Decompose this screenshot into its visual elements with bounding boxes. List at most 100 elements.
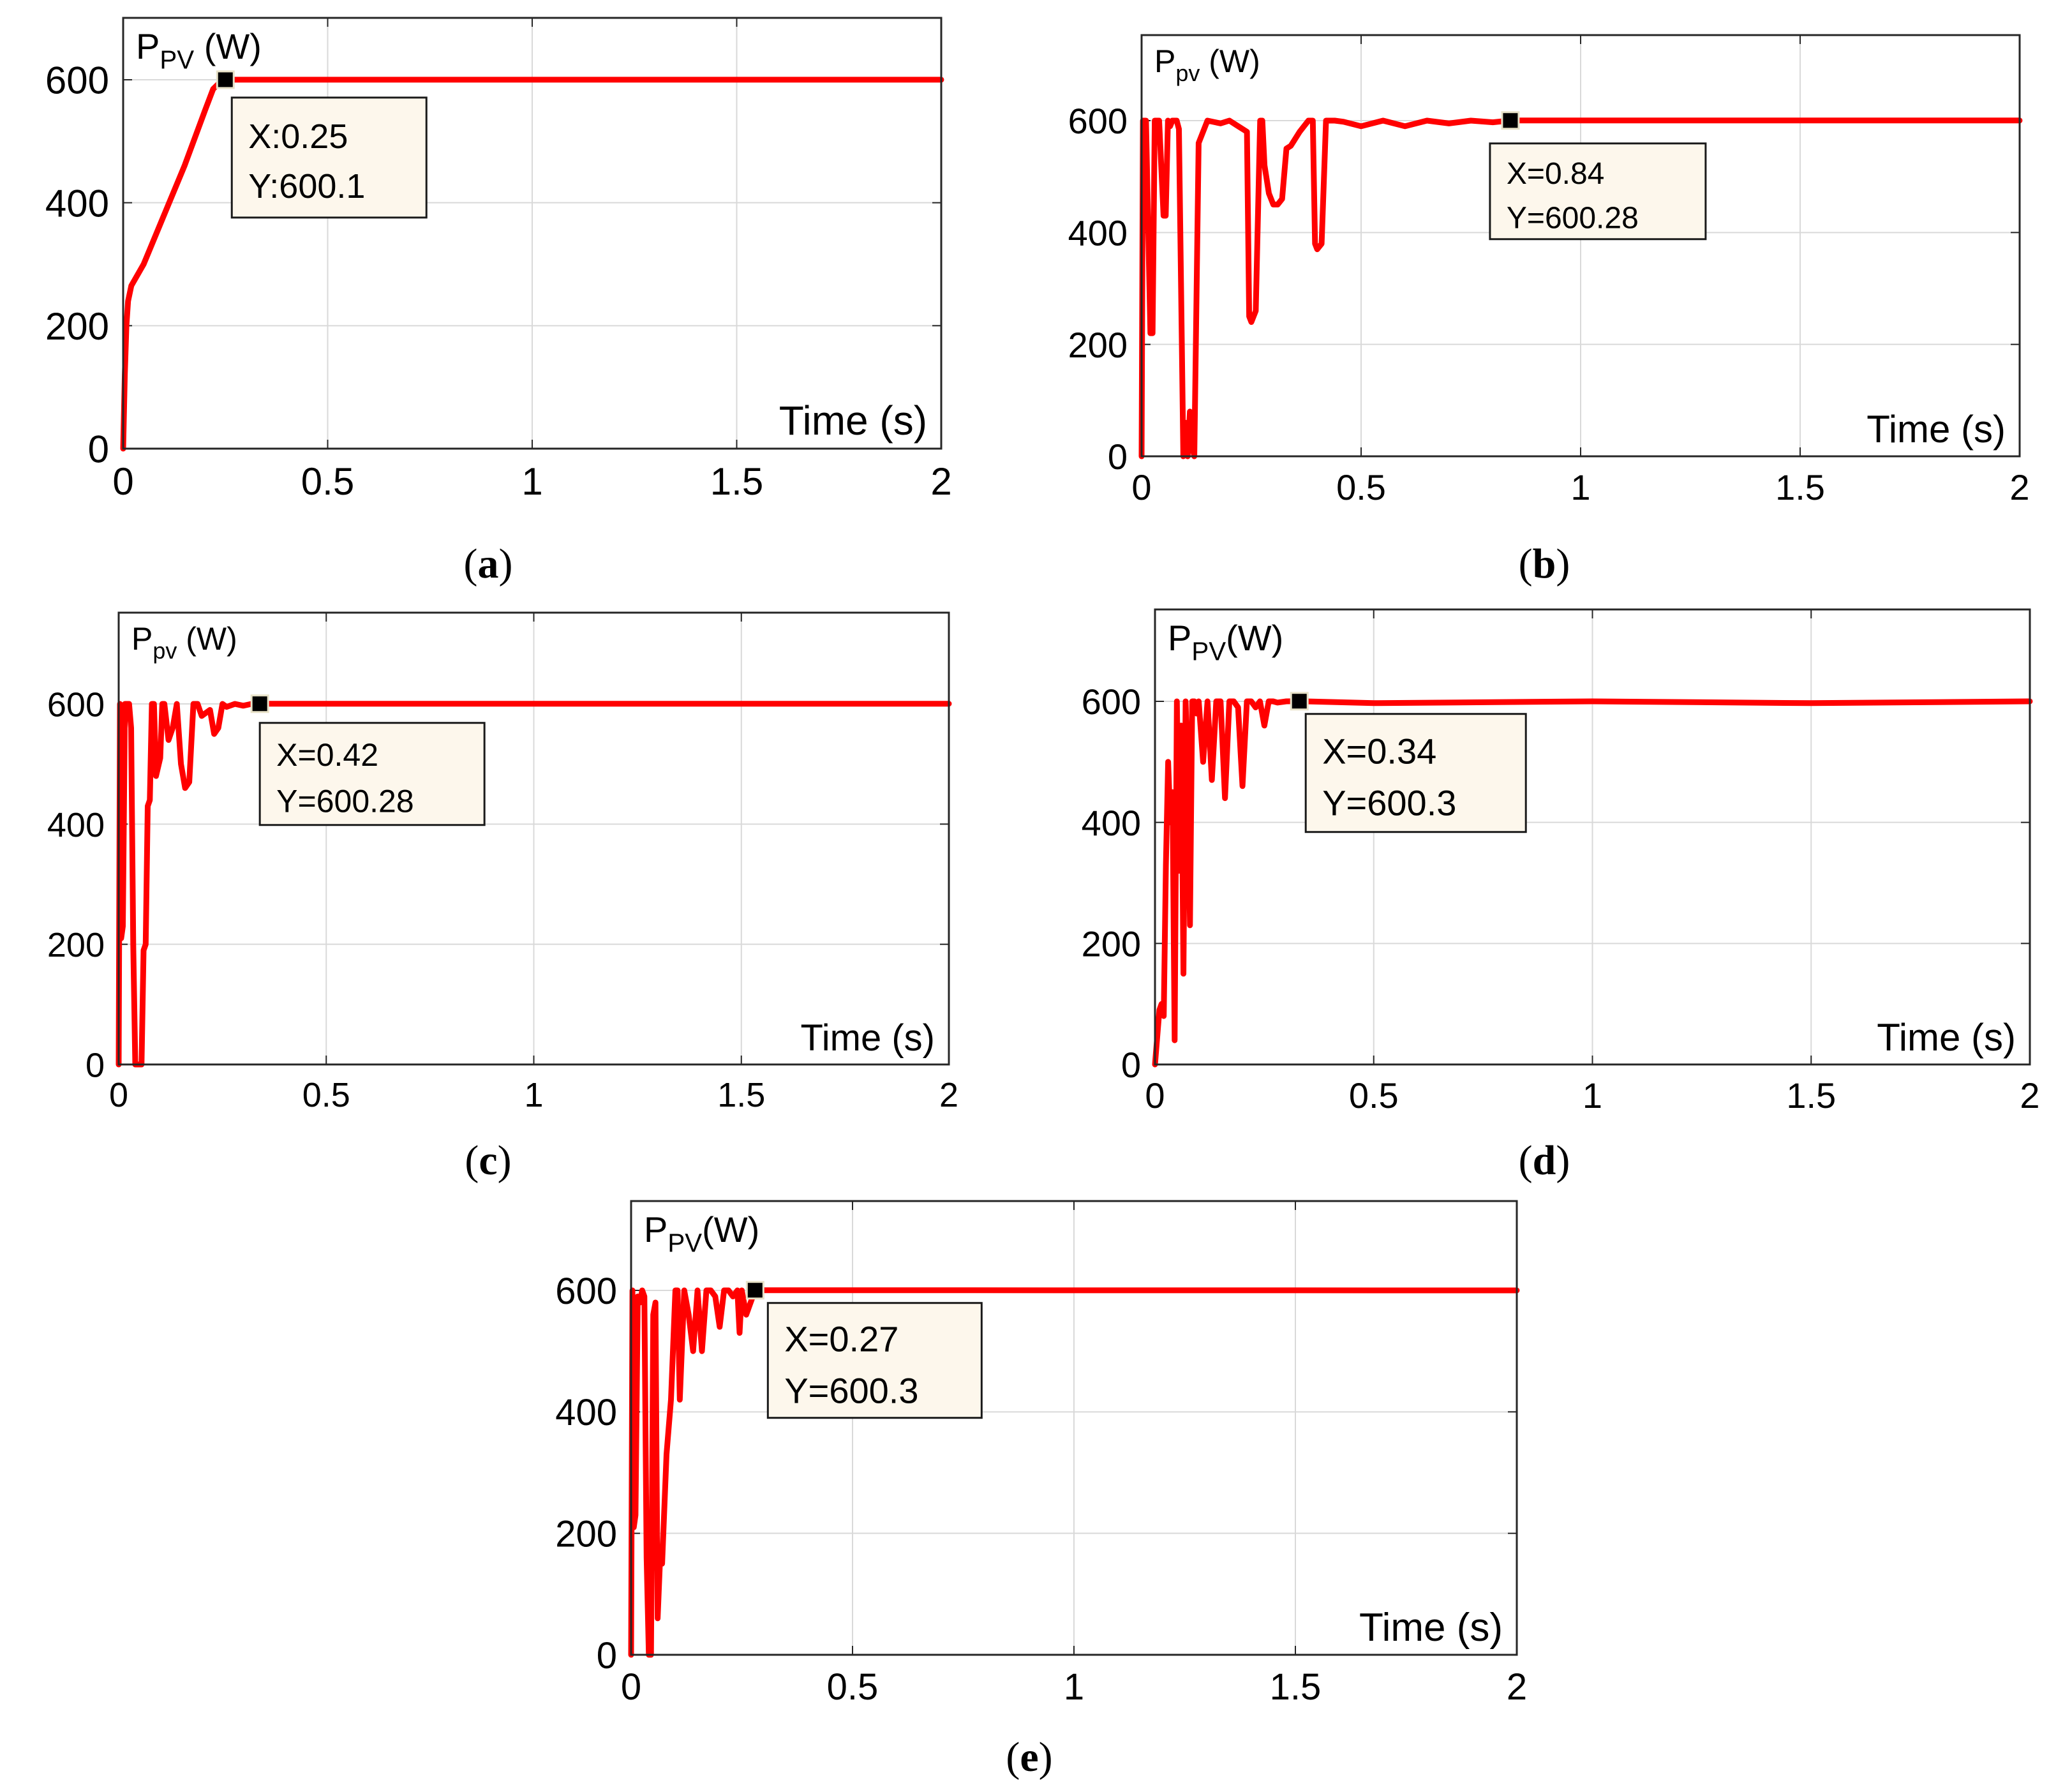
y-label-main: P [136, 26, 160, 66]
y-tick-label: 200 [45, 305, 109, 348]
x-tick-label: 0 [109, 1076, 128, 1114]
y-label-main: P [1154, 43, 1175, 79]
panel-caption-e: (e) [1006, 1734, 1052, 1781]
x-tick-label: 1 [1570, 467, 1590, 507]
x-axis-label: Time (s) [1877, 1016, 2016, 1059]
datatip-marker [250, 694, 269, 713]
axes-frame [1140, 34, 2021, 458]
x-tick-label: 1 [521, 460, 542, 503]
datatip-x-text: X=0.84 [1507, 157, 1604, 191]
y-tick-label: 200 [1082, 923, 1141, 964]
y-tick-label: 600 [1082, 682, 1141, 722]
caption-letter: a [478, 541, 499, 587]
caption-paren-close: ) [1556, 1137, 1570, 1184]
x-tick-label: 0.5 [827, 1666, 879, 1708]
chart-panel-c: 0 0.5 1 1.5 2 0 200 400 600 Ppv (W) Time (s) X=0.42… [47, 611, 958, 1184]
x-label-bg [741, 398, 934, 445]
y-tick-label: 0 [1108, 437, 1128, 477]
x-tick-label: 1 [1064, 1666, 1084, 1708]
chart-panel-e: 0 0.5 1 1.5 2 0 200 400 600 PPV(W) Time (s) X=0.27 Y… [555, 1200, 1527, 1781]
y-label-unit: (W) [1226, 618, 1283, 658]
datatip-y-text: Y=600.28 [1507, 201, 1639, 235]
datatip-y-text: Y:600.1 [248, 167, 365, 205]
y-label-sub: PV [1191, 637, 1226, 666]
x-label-bg [767, 1018, 942, 1061]
y-tick-label: 600 [47, 685, 105, 724]
y-tick-label: 0 [597, 1635, 617, 1676]
x-tick-label: 0.5 [302, 1076, 350, 1114]
x-label-bg [1842, 1017, 2022, 1061]
datatip-box [1489, 142, 1707, 241]
x-tick-label: 0 [621, 1666, 641, 1708]
caption-letter: d [1533, 1137, 1556, 1184]
y-axis-label: Ppv (W) [1154, 43, 1260, 86]
axes-frame [630, 1200, 1518, 1656]
datatip-y-text: Y=600.3 [1322, 783, 1456, 823]
datatip-x-text: X=0.42 [276, 737, 378, 773]
y-tick-label: 400 [1082, 803, 1141, 843]
x-tick-label: 0 [1145, 1075, 1165, 1116]
datatip-marker [1501, 111, 1520, 130]
series-line-d [1152, 698, 2033, 1068]
y-tick-label: 600 [1068, 101, 1128, 141]
chart-panel-d: 0 0.5 1 1.5 2 0 200 400 600 PPV(W) Time (s) X=0.34 Y… [1082, 608, 2040, 1184]
y-label-unit: (W) [702, 1209, 759, 1250]
panel-caption-d: (d) [1519, 1137, 1570, 1184]
x-axis-label: Time (s) [1359, 1606, 1503, 1650]
y-label-main: P [131, 621, 153, 657]
caption-paren-open: ( [1519, 541, 1533, 587]
y-label-unit: (W) [177, 621, 237, 657]
axes-frame [122, 17, 943, 450]
x-axis-label: Time (s) [779, 398, 927, 444]
datatip-marker [216, 70, 235, 89]
x-tick-label: 1.5 [1786, 1075, 1836, 1116]
y-tick-label: 200 [1068, 325, 1128, 365]
x-tick-label: 2 [2020, 1075, 2039, 1116]
series-line-e [628, 1287, 1520, 1658]
caption-paren-close: ) [498, 1137, 512, 1184]
y-label-sub: pv [153, 638, 177, 664]
x-tick-label: 0 [112, 460, 133, 503]
y-tick-label: 400 [555, 1392, 617, 1433]
series-line-b [1138, 117, 2023, 459]
datatip-box [230, 96, 428, 219]
caption-paren-close: ) [499, 541, 513, 587]
y-axis-label: PPV(W) [1168, 618, 1283, 666]
y-tick-label: 200 [47, 926, 105, 964]
y-tick-label: 400 [47, 806, 105, 844]
caption-paren-open: ( [1519, 1137, 1533, 1184]
chart-panel-b: 0 0.5 1 1.5 2 0 200 400 600 Ppv (W) Time (s) X=0.84… [1068, 34, 2030, 587]
x-tick-label: 1 [1583, 1075, 1602, 1116]
y-label-unit: (W) [194, 26, 262, 66]
y-label-main: P [1168, 618, 1191, 658]
series-line-c [115, 701, 952, 1068]
x-tick-label: 0 [1131, 467, 1151, 507]
y-label-unit: (W) [1200, 43, 1260, 79]
y-axis-label: PPV(W) [644, 1209, 759, 1258]
caption-paren-open: ( [464, 541, 478, 587]
x-tick-label: 0.5 [1349, 1075, 1399, 1116]
datatip-x-text: X=0.34 [1322, 731, 1436, 771]
x-axis-label: Time (s) [1866, 408, 2006, 451]
x-tick-label: 1.5 [1775, 467, 1825, 507]
caption-paren-open: ( [1006, 1734, 1020, 1781]
x-axis-label: Time (s) [801, 1017, 935, 1059]
x-tick-label: 2 [930, 460, 951, 503]
y-tick-label: 400 [1068, 213, 1128, 253]
datatip-x-text: X=0.27 [784, 1318, 898, 1359]
y-label-main: P [644, 1209, 667, 1250]
x-tick-label: 2 [1507, 1666, 1527, 1708]
datatip-y-text: Y=600.3 [784, 1371, 918, 1411]
y-tick-label: 600 [555, 1271, 617, 1312]
y-axis-label: Ppv (W) [131, 621, 237, 664]
datatip-box [766, 1302, 983, 1419]
x-label-bg [1323, 1605, 1509, 1651]
y-tick-label: 0 [88, 428, 109, 471]
y-label-sub: pv [1175, 60, 1200, 86]
x-tick-label: 1.5 [717, 1076, 765, 1114]
datatip-marker [745, 1281, 764, 1300]
y-label-sub: PV [667, 1228, 702, 1258]
caption-paren-close: ) [1556, 541, 1570, 587]
